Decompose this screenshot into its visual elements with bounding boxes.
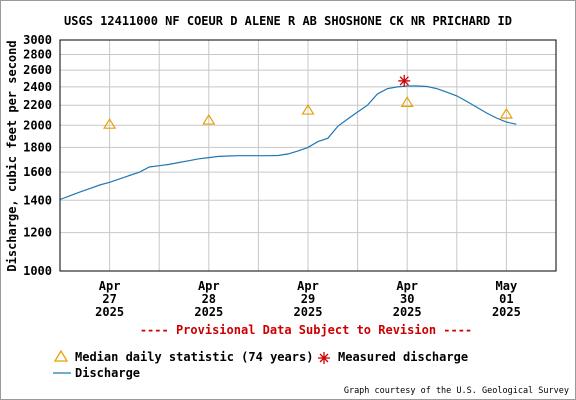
provisional-notice: ---- Provisional Data Subject to Revisio… [140,323,472,337]
series-layer [59,74,517,201]
legend: Median daily statistic (74 years) Measur… [53,349,468,380]
legend-triangle-icon [53,349,69,362]
y-axis-ticks: 1000 1200 1400 1600 1800 2000 2200 2400 26002800… [23,33,52,278]
x-tick-label: 29 [301,292,315,306]
x-tick-label: Apr [99,279,121,293]
discharge-line [59,85,517,201]
y-tick-label: 1600 [23,165,52,179]
median-marker [301,103,315,115]
x-tick-label: 27 [102,292,116,306]
x-tick-label: 01 [499,292,513,306]
plot-border [59,39,557,272]
y-tick-label: 1800 [23,140,52,154]
credit-text: Graph courtesy of the U.S. Geological Su… [344,386,569,396]
y-tick-label: 3000 [23,33,52,47]
x-tick-label: 28 [202,292,216,306]
x-tick-label: 2025 [393,305,422,319]
x-tick-label: 2025 [194,305,223,319]
median-marker [499,107,513,119]
measured-marker [398,74,411,87]
median-marker [103,118,117,129]
x-tick-label: 30 [400,292,414,306]
y-tick-label: 1200 [23,226,52,240]
median-marker [400,96,414,107]
x-tick-label: 2025 [95,305,124,319]
x-tick-label: 2025 [294,305,323,319]
legend-asterisk-icon [318,352,330,364]
y-tick-label: 2800 [23,48,52,62]
legend-label-measured: Measured discharge [338,350,468,364]
legend-label-median: Median daily statistic (74 years) [75,350,313,364]
y-tick-label: 2600 [23,63,52,77]
x-tick-label: Apr [396,279,418,293]
y-tick-label: 1000 [23,264,52,278]
x-axis-ticks: Apr272025Apr282025Apr292025Apr302025May0… [95,279,521,319]
y-axis-label: Discharge, cubic feet per second [5,40,19,271]
legend-label-discharge: Discharge [75,366,140,380]
y-tick-label: 2200 [23,98,52,112]
median-marker [202,113,216,125]
x-tick-label: May [496,279,518,293]
y-tick-label: 2000 [23,118,52,132]
y-tick-label: 2400 [23,80,52,94]
y-tick-label: 1400 [23,193,52,207]
x-tick-label: 2025 [492,305,521,319]
chart-title: USGS 12411000 NF COEUR D ALENE R AB SHOS… [64,14,512,28]
x-tick-label: Apr [297,279,319,293]
x-tick-label: Apr [198,279,220,293]
